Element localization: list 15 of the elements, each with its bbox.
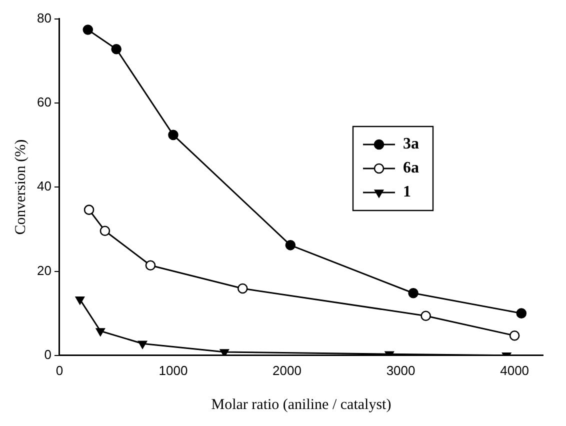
y-tick-label: 40 <box>36 178 52 194</box>
legend-label: 6a <box>403 160 419 177</box>
x-tick-label: 4000 <box>500 362 530 378</box>
x-tick-label: 3000 <box>386 362 416 378</box>
y-tick-label: 60 <box>36 94 52 110</box>
x-tick-label: 2000 <box>272 362 302 378</box>
legend-label: 1 <box>403 184 411 201</box>
legend-label: 3a <box>403 136 419 153</box>
y-tick-label: 20 <box>36 262 52 278</box>
y-tick-label: 80 <box>36 10 52 26</box>
y-tick-label: 0 <box>44 346 52 362</box>
x-tick-label: 1000 <box>158 362 188 378</box>
y-axis-title: Conversion (%) <box>12 139 29 235</box>
x-axis-title: Molar ratio (aniline / catalyst) <box>211 396 392 413</box>
x-tick-label: 0 <box>56 362 64 378</box>
